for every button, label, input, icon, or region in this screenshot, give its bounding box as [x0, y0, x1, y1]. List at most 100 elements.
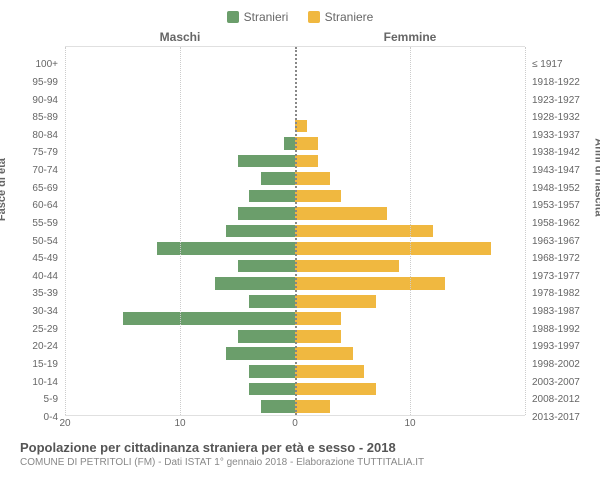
y-right-tick: 1998-2002: [528, 356, 588, 374]
grid-line: [180, 47, 181, 415]
y-right-tick: 1943-1947: [528, 162, 588, 180]
bar-male: [261, 400, 296, 413]
y-left-tick: 35-39: [12, 285, 62, 303]
bar-female: [295, 295, 376, 308]
y-right-tick: 1983-1987: [528, 303, 588, 321]
bar-female: [295, 330, 341, 343]
bar-female: [295, 260, 399, 273]
bar-female: [295, 312, 341, 325]
bar-male: [238, 155, 296, 168]
y-right-tick: 2008-2012: [528, 391, 588, 409]
bar-male: [261, 172, 296, 185]
columns-header: Maschi Femmine: [65, 30, 525, 44]
y-left-tick: 80-84: [12, 127, 62, 145]
legend-item-male: Stranieri: [227, 10, 289, 24]
legend-label-female: Straniere: [325, 10, 374, 24]
legend-item-female: Straniere: [308, 10, 374, 24]
y-right-tick: 1973-1977: [528, 268, 588, 286]
bar-male: [226, 225, 295, 238]
y-right-tick: 1993-1997: [528, 338, 588, 356]
y-left-tick: 0-4: [12, 409, 62, 427]
bar-female: [295, 242, 491, 255]
bar-male: [249, 190, 295, 203]
y-right-tick: ≤ 1917: [528, 56, 588, 74]
bar-male: [215, 277, 296, 290]
y-left-tick: 100+: [12, 56, 62, 74]
y-right-tick: 1963-1967: [528, 232, 588, 250]
grid-line: [65, 47, 66, 415]
y-left-tick: 20-24: [12, 338, 62, 356]
y-left-tick: 10-14: [12, 373, 62, 391]
legend-swatch-female: [308, 11, 320, 23]
y-right-tick: 2013-2017: [528, 409, 588, 427]
y-left-tick: 25-29: [12, 320, 62, 338]
y-left-tick: 50-54: [12, 232, 62, 250]
bar-female: [295, 383, 376, 396]
y-left-tick: 60-64: [12, 197, 62, 215]
chart-footer: Popolazione per cittadinanza straniera p…: [10, 434, 590, 468]
legend-swatch-male: [227, 11, 239, 23]
column-header-female: Femmine: [295, 30, 525, 44]
bar-male: [238, 260, 296, 273]
y-left-tick: 5-9: [12, 391, 62, 409]
y-right-tick: 1953-1957: [528, 197, 588, 215]
bar-female: [295, 190, 341, 203]
bar-female: [295, 365, 364, 378]
y-right-tick: 1938-1942: [528, 144, 588, 162]
y-right-labels: ≤ 19171918-19221923-19271928-19321933-19…: [528, 56, 588, 426]
bar-male: [284, 137, 296, 150]
y-left-tick: 45-49: [12, 250, 62, 268]
bar-female: [295, 137, 318, 150]
footer-subtitle: COMUNE DI PETRITOLI (FM) - Dati ISTAT 1°…: [20, 457, 580, 468]
y-left-labels: 100+95-9990-9485-8980-8475-7970-7465-696…: [12, 56, 62, 426]
bar-female: [295, 347, 353, 360]
y-left-tick: 30-34: [12, 303, 62, 321]
bar-female: [295, 277, 445, 290]
y-right-tick: 1933-1937: [528, 127, 588, 145]
y-right-tick: 1978-1982: [528, 285, 588, 303]
legend-label-male: Stranieri: [244, 10, 289, 24]
y-axis-title-left: Fasce di età: [0, 158, 8, 221]
y-right-tick: 1928-1932: [528, 109, 588, 127]
y-right-tick: 1948-1952: [528, 179, 588, 197]
bar-female: [295, 172, 330, 185]
bar-female: [295, 207, 387, 220]
y-left-tick: 15-19: [12, 356, 62, 374]
y-left-tick: 85-89: [12, 109, 62, 127]
grid-line: [525, 47, 526, 415]
y-left-tick: 90-94: [12, 91, 62, 109]
x-axis: 2010010: [65, 416, 525, 434]
plot-wrap: Fasce di età Anni di nascita 100+95-9990…: [10, 46, 590, 434]
y-left-tick: 65-69: [12, 179, 62, 197]
y-right-tick: 1918-1922: [528, 74, 588, 92]
bar-female: [295, 400, 330, 413]
y-left-tick: 55-59: [12, 215, 62, 233]
y-right-tick: 1988-1992: [528, 320, 588, 338]
grid-line: [410, 47, 411, 415]
bar-male: [238, 330, 296, 343]
y-right-tick: 1968-1972: [528, 250, 588, 268]
bar-female: [295, 225, 433, 238]
bar-male: [123, 312, 296, 325]
bar-male: [226, 347, 295, 360]
x-tick: 20: [59, 418, 70, 429]
y-left-tick: 40-44: [12, 268, 62, 286]
center-axis: [295, 47, 297, 415]
x-tick: 10: [174, 418, 185, 429]
y-left-tick: 95-99: [12, 74, 62, 92]
pyramid-chart: Stranieri Straniere Maschi Femmine Fasce…: [0, 0, 600, 500]
y-left-tick: 70-74: [12, 162, 62, 180]
bar-male: [157, 242, 295, 255]
y-right-tick: 1958-1962: [528, 215, 588, 233]
bar-male: [249, 295, 295, 308]
y-axis-title-right: Anni di nascita: [592, 138, 600, 216]
bar-male: [238, 207, 296, 220]
y-left-tick: 75-79: [12, 144, 62, 162]
x-tick: 0: [292, 418, 298, 429]
bar-male: [249, 365, 295, 378]
y-right-tick: 1923-1927: [528, 91, 588, 109]
bar-male: [249, 383, 295, 396]
legend: Stranieri Straniere: [10, 10, 590, 26]
bar-female: [295, 155, 318, 168]
y-right-tick: 2003-2007: [528, 373, 588, 391]
